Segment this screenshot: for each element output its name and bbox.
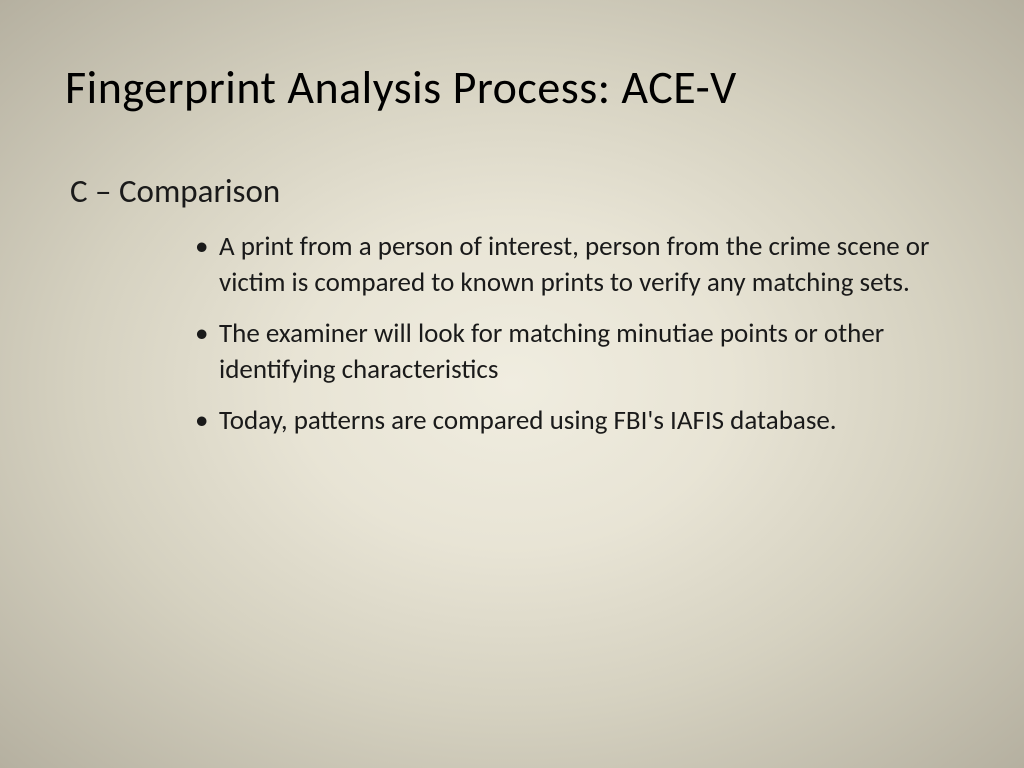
bullet-item: Today, patterns are compared using FBI's…: [195, 403, 959, 439]
bullet-list: A print from a person of interest, perso…: [65, 229, 959, 439]
bullet-item: A print from a person of interest, perso…: [195, 229, 959, 302]
bullet-item: The examiner will look for matching minu…: [195, 316, 959, 389]
slide-subtitle: C – Comparison: [65, 171, 959, 211]
presentation-slide: Fingerprint Analysis Process: ACE-V C – …: [0, 0, 1024, 768]
slide-title: Fingerprint Analysis Process: ACE-V: [65, 60, 959, 116]
